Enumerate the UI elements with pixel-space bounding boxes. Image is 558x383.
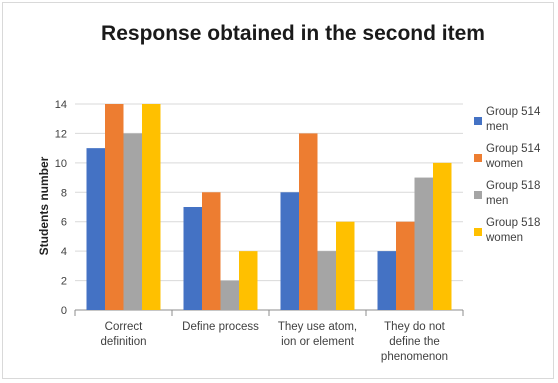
- y-axis-ticks: 0 2 4 6 8 10 12 14: [55, 99, 67, 317]
- y-tick-label: 14: [55, 99, 67, 111]
- bars: [87, 104, 452, 310]
- x-category-label: Define process: [182, 321, 259, 333]
- y-tick-label: 4: [61, 246, 67, 258]
- legend-swatch: [474, 228, 482, 236]
- legend-label: Group 514 men: [486, 106, 541, 133]
- legend-swatch: [474, 117, 482, 125]
- bar: [202, 192, 221, 310]
- y-tick-label: 8: [61, 187, 67, 199]
- y-tick-label: 12: [55, 128, 67, 140]
- legend: Group 514 men Group 514 women Group 518 men Gr…: [474, 106, 541, 244]
- bar: [318, 251, 337, 310]
- y-tick-label: 6: [61, 217, 67, 229]
- legend-swatch: [474, 154, 482, 162]
- legend-label: Group 518 women: [485, 217, 540, 244]
- x-category-label: Correct definition: [100, 321, 146, 348]
- bar: [87, 148, 106, 310]
- bar: [299, 133, 318, 310]
- bar: [105, 104, 124, 310]
- bar: [415, 178, 434, 310]
- legend-label: Group 514 women: [485, 143, 541, 170]
- legend-label: Group 518 men: [486, 180, 540, 207]
- y-axis-label: Students number: [37, 156, 51, 255]
- legend-swatch: [474, 191, 482, 199]
- y-tick-label: 10: [55, 158, 67, 170]
- chart-title: Response obtained in the second item: [101, 22, 485, 45]
- bar: [184, 207, 203, 310]
- bar: [124, 133, 143, 310]
- bar: [378, 251, 397, 310]
- bar: [221, 281, 240, 310]
- bar: [239, 251, 258, 310]
- x-category-label: They do not define the phenomenon: [381, 321, 448, 363]
- bar: [281, 192, 300, 310]
- bar: [433, 163, 452, 310]
- y-tick-label: 0: [61, 305, 67, 317]
- bar: [142, 104, 161, 310]
- x-axis-categories: Correct definition Define process They use …: [100, 321, 448, 363]
- x-category-label: They use atom, ion or element: [278, 321, 357, 348]
- y-tick-label: 2: [61, 276, 67, 288]
- bar: [396, 222, 415, 310]
- bar: [336, 222, 355, 310]
